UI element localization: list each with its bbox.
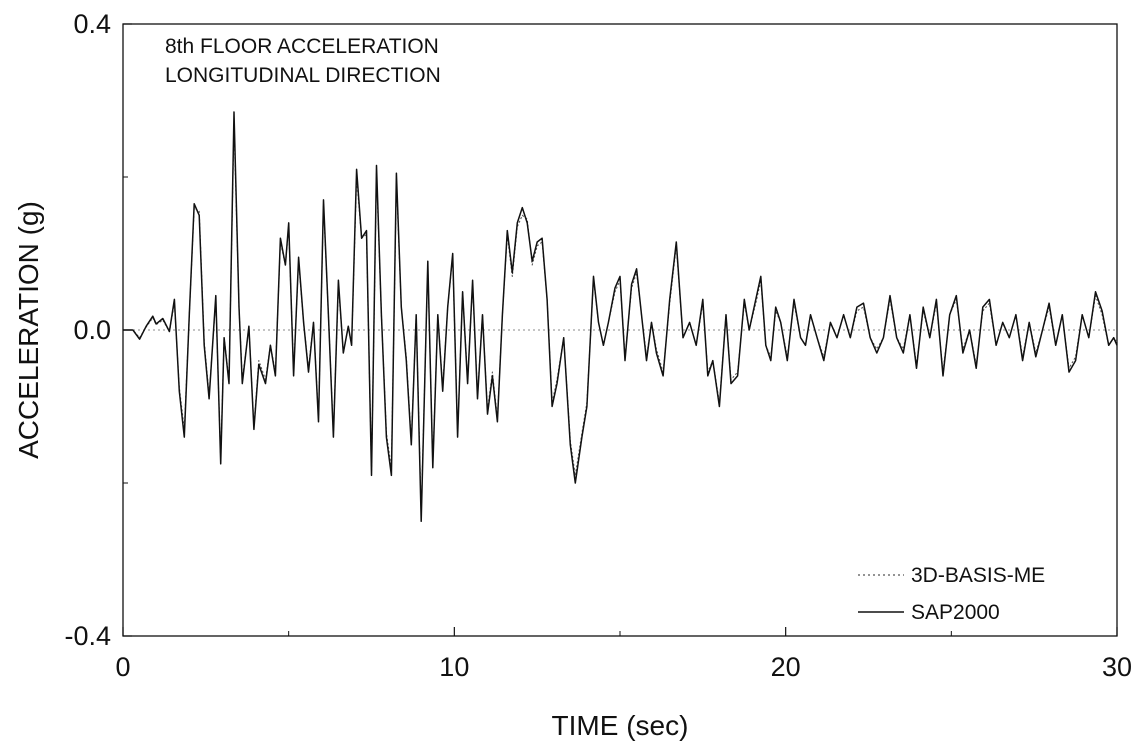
x-tick-label: 20 (771, 652, 801, 682)
series-lines (123, 111, 1118, 523)
annotation-line-2: LONGITUDINAL DIRECTION (165, 64, 441, 87)
y-axis-title: ACCELERATION (g) (13, 201, 44, 459)
series-line-3d-basis-me (123, 122, 1118, 515)
y-tick-label: -0.4 (64, 621, 111, 651)
tick-labels: 0 10 20 30 -0.4 0.0 0.4 (64, 9, 1132, 682)
series-line-sap2000 (123, 111, 1118, 523)
x-tick-label: 10 (439, 652, 469, 682)
x-tick-label: 30 (1102, 652, 1132, 682)
x-tick-label: 0 (115, 652, 130, 682)
legend-label-sap2000: SAP2000 (911, 601, 1000, 624)
legend-label-3d-basis-me: 3D-BASIS-ME (911, 564, 1045, 587)
annotation-line-1: 8th FLOOR ACCELERATION (165, 35, 439, 58)
y-tick-label: 0.0 (73, 315, 111, 345)
y-tick-label: 0.4 (73, 9, 111, 39)
legend: 3D-BASIS-ME SAP2000 (858, 564, 1045, 624)
x-axis-title: TIME (sec) (552, 710, 689, 741)
